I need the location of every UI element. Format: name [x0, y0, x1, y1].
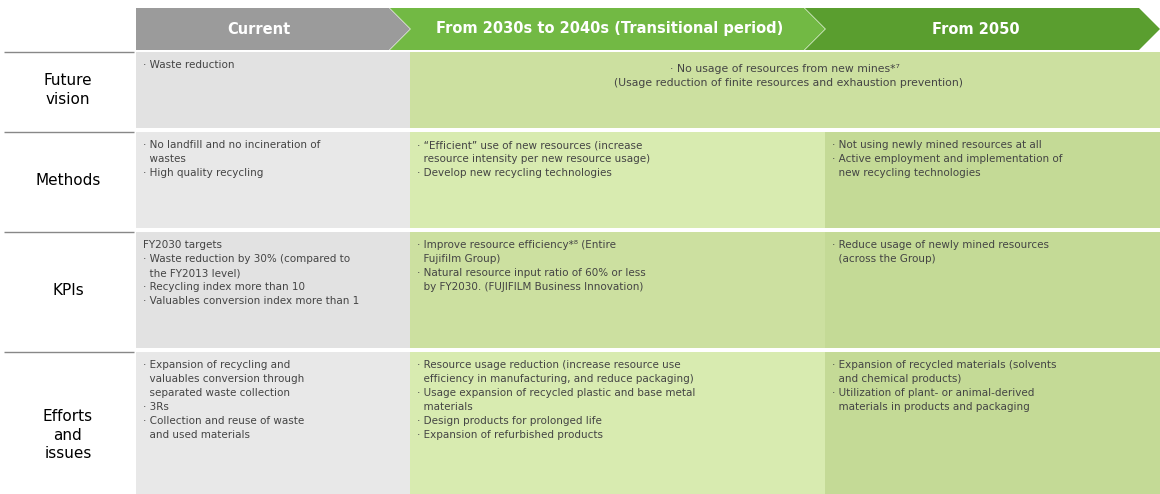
- Text: KPIs: KPIs: [52, 283, 84, 297]
- Text: · Resource usage reduction (increase resource use
  efficiency in manufacturing,: · Resource usage reduction (increase res…: [416, 360, 695, 440]
- Text: · Waste reduction: · Waste reduction: [143, 60, 234, 70]
- Text: · Improve resource efficiency*⁸ (Entire
  Fujifilm Group)
· Natural resource inp: · Improve resource efficiency*⁸ (Entire …: [416, 240, 646, 292]
- Text: From 2050: From 2050: [931, 22, 1020, 37]
- Text: Methods: Methods: [35, 172, 101, 188]
- Text: FY2030 targets
· Waste reduction by 30% (compared to
  the FY2013 level)
· Recyc: FY2030 targets · Waste reduction by 30% …: [143, 240, 360, 306]
- Bar: [825, 352, 1160, 494]
- Text: · Not using newly mined resources at all
· Active employment and implementation : · Not using newly mined resources at all…: [832, 140, 1063, 178]
- Bar: [409, 232, 825, 348]
- Bar: [825, 132, 1160, 228]
- Bar: [136, 132, 409, 228]
- Polygon shape: [390, 8, 825, 50]
- Text: · No landfill and no incineration of
  wastes
· High quality recycling: · No landfill and no incineration of was…: [143, 140, 320, 178]
- Bar: [825, 232, 1160, 348]
- Text: Current: Current: [227, 22, 291, 37]
- Text: · Expansion of recycled materials (solvents
  and chemical products)
· Utilizati: · Expansion of recycled materials (solve…: [832, 360, 1057, 412]
- Bar: [409, 352, 825, 494]
- Polygon shape: [805, 8, 1160, 50]
- Polygon shape: [136, 8, 409, 50]
- Text: · “Efficient” use of new resources (increase
  resource intensity per new resour: · “Efficient” use of new resources (incr…: [416, 140, 650, 178]
- Text: · Reduce usage of newly mined resources
  (across the Group): · Reduce usage of newly mined resources …: [832, 240, 1049, 264]
- Bar: [136, 52, 409, 128]
- Bar: [136, 232, 409, 348]
- Text: · Expansion of recycling and
  valuables conversion through
  separated waste co: · Expansion of recycling and valuables c…: [143, 360, 304, 440]
- Bar: [409, 132, 825, 228]
- Text: From 2030s to 2040s (Transitional period): From 2030s to 2040s (Transitional period…: [435, 22, 783, 37]
- Text: Efforts
and
issues: Efforts and issues: [43, 409, 93, 461]
- Text: Future
vision: Future vision: [44, 73, 93, 107]
- Bar: [136, 352, 409, 494]
- Bar: [409, 52, 1160, 128]
- Text: · No usage of resources from new mines*⁷
  (Usage reduction of finite resources : · No usage of resources from new mines*⁷…: [607, 64, 963, 88]
